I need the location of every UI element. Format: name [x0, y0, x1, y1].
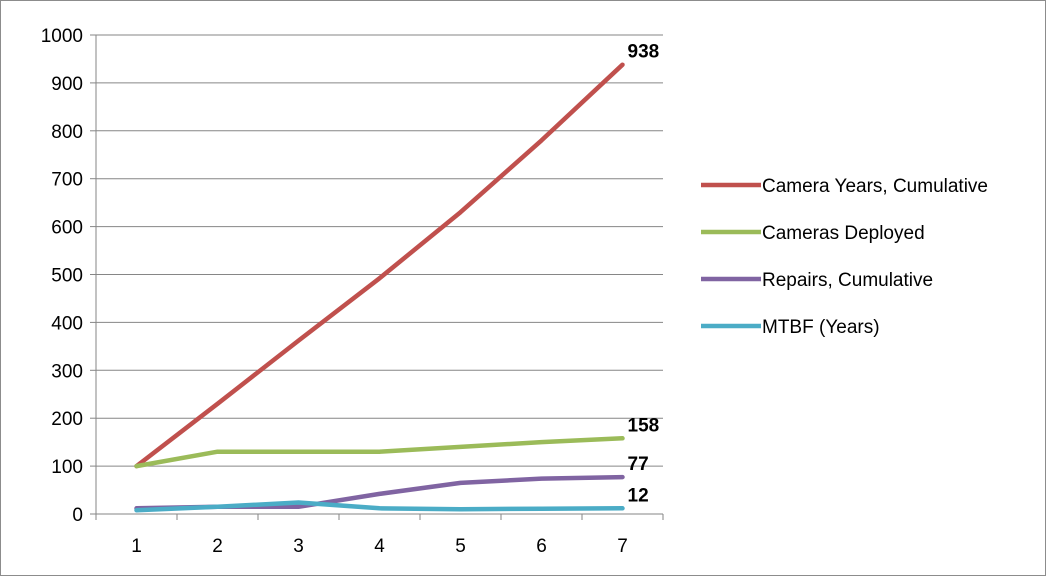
- series-lines: [134, 62, 625, 513]
- data-label: 12: [628, 485, 649, 506]
- x-tick-label: 7: [617, 536, 628, 557]
- data-label: 77: [628, 454, 649, 475]
- legend-entry: Repairs, Cumulative: [762, 270, 933, 291]
- y-tick-label: 300: [51, 361, 83, 382]
- x-tick-label: 4: [374, 536, 385, 557]
- y-tick-label: 100: [51, 457, 83, 478]
- data-labels: 938 158 77 12: [628, 42, 660, 507]
- series-line: [134, 500, 625, 513]
- y-tick-label: 200: [51, 409, 83, 430]
- gridlines: [96, 34, 663, 467]
- series-line: [134, 436, 625, 469]
- legend-entry: Cameras Deployed: [762, 223, 925, 244]
- x-tick-label: 5: [455, 536, 466, 557]
- legend-entry: MTBF (Years): [762, 317, 880, 338]
- x-tick-label: 3: [293, 536, 304, 557]
- y-tick-label: 400: [51, 313, 83, 334]
- x-tick-label: 1: [131, 536, 142, 557]
- series-line: [134, 474, 625, 511]
- y-tick-label: 500: [51, 266, 83, 287]
- y-tick-label: 900: [51, 74, 83, 95]
- y-tick-label: 600: [51, 218, 83, 239]
- x-tick-label: 6: [536, 536, 547, 557]
- x-tick-label: 2: [212, 536, 223, 557]
- y-tick-label: 800: [51, 122, 83, 143]
- data-label: 158: [628, 415, 660, 436]
- legend: Camera Years, Cumulative Cameras Deployed…: [701, 176, 988, 338]
- y-tick-label: 700: [51, 170, 83, 191]
- data-label: 938: [628, 42, 660, 63]
- series-line: [134, 62, 625, 469]
- y-tick-label: 1000: [41, 26, 83, 47]
- y-tick-label: 0: [72, 505, 83, 526]
- legend-entry: Camera Years, Cumulative: [762, 176, 988, 197]
